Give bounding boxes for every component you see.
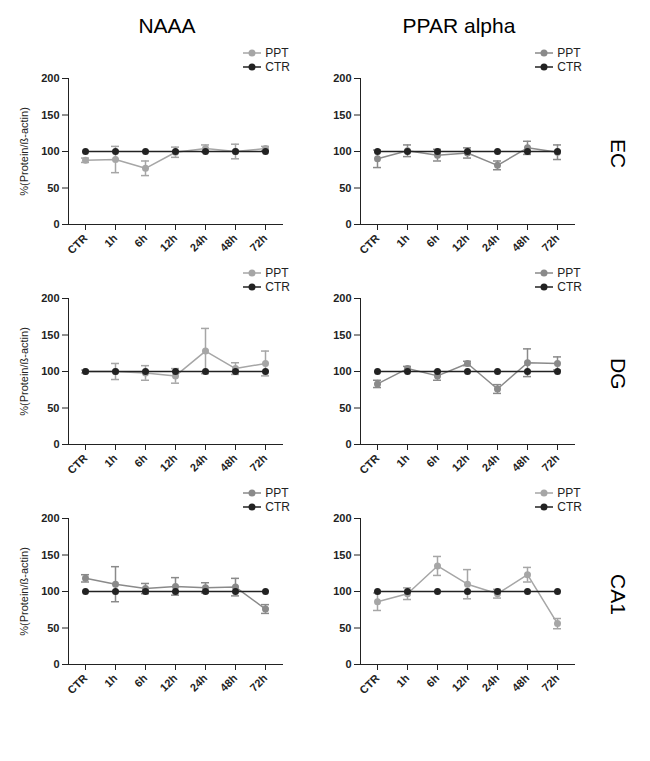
svg-text:200: 200 xyxy=(333,292,351,304)
svg-text:24h: 24h xyxy=(480,672,502,694)
svg-text:24h: 24h xyxy=(188,232,210,254)
svg-text:12h: 12h xyxy=(158,452,180,474)
html-text:CTR: CTR xyxy=(265,280,290,294)
svg-text:150: 150 xyxy=(41,549,59,561)
svg-text:48h: 48h xyxy=(218,452,240,474)
html-text:PPT: PPT xyxy=(557,266,581,280)
svg-text:48h: 48h xyxy=(218,672,240,694)
svg-text:48h: 48h xyxy=(510,232,532,254)
svg-text:200: 200 xyxy=(41,72,59,84)
svg-text:12h: 12h xyxy=(450,232,472,254)
svg-text:12h: 12h xyxy=(450,672,472,694)
svg-text:CTR: CTR xyxy=(65,672,90,697)
svg-text:150: 150 xyxy=(41,329,59,341)
svg-text:0: 0 xyxy=(53,218,59,230)
html-text:PPT: PPT xyxy=(265,46,289,60)
html-text:CTR: CTR xyxy=(265,500,290,514)
html-text:DG: DG xyxy=(607,358,630,390)
svg-text:0: 0 xyxy=(53,658,59,670)
svg-text:50: 50 xyxy=(339,182,351,194)
svg-text:0: 0 xyxy=(53,438,59,450)
svg-text:12h: 12h xyxy=(450,452,472,474)
svg-text:24h: 24h xyxy=(480,452,502,474)
svg-text:72h: 72h xyxy=(248,452,270,474)
svg-text:CTR: CTR xyxy=(357,672,382,697)
svg-text:CTR: CTR xyxy=(65,232,90,257)
html-text:CA1: CA1 xyxy=(607,573,630,615)
svg-text:100: 100 xyxy=(333,585,351,597)
svg-text:0: 0 xyxy=(345,658,351,670)
svg-text:1h: 1h xyxy=(394,452,412,470)
html-text:PPT: PPT xyxy=(557,486,581,500)
html-text:CTR: CTR xyxy=(265,60,290,74)
html-text:PPT: PPT xyxy=(265,266,289,280)
svg-text:50: 50 xyxy=(47,402,59,414)
svg-text:6h: 6h xyxy=(424,672,442,690)
svg-text:CTR: CTR xyxy=(65,452,90,477)
svg-text:100: 100 xyxy=(333,145,351,157)
svg-text:100: 100 xyxy=(41,145,59,157)
svg-text:1h: 1h xyxy=(394,672,412,690)
svg-text:%(Protein/ß-actin): %(Protein/ß-actin) xyxy=(18,107,30,196)
svg-text:1h: 1h xyxy=(102,672,120,690)
svg-text:72h: 72h xyxy=(248,672,270,694)
svg-text:50: 50 xyxy=(47,182,59,194)
svg-text:50: 50 xyxy=(339,622,351,634)
html-text:CTR: CTR xyxy=(557,280,582,294)
svg-text:48h: 48h xyxy=(510,452,532,474)
svg-text:100: 100 xyxy=(41,365,59,377)
svg-text:6h: 6h xyxy=(132,452,150,470)
svg-text:48h: 48h xyxy=(510,672,532,694)
svg-text:24h: 24h xyxy=(480,232,502,254)
html-text:CTR: CTR xyxy=(557,60,582,74)
svg-text:200: 200 xyxy=(41,292,59,304)
svg-text:150: 150 xyxy=(41,109,59,121)
svg-text:50: 50 xyxy=(47,622,59,634)
svg-text:150: 150 xyxy=(333,329,351,341)
svg-text:1h: 1h xyxy=(102,232,120,250)
html-text:PPT: PPT xyxy=(265,486,289,500)
svg-text:6h: 6h xyxy=(132,672,150,690)
svg-text:150: 150 xyxy=(333,549,351,561)
svg-text:72h: 72h xyxy=(248,232,270,254)
svg-text:1h: 1h xyxy=(102,452,120,470)
svg-text:CTR: CTR xyxy=(357,232,382,257)
html-text:CTR: CTR xyxy=(557,500,582,514)
svg-text:%(Protein/ß-actin): %(Protein/ß-actin) xyxy=(18,547,30,636)
html-text:PPT: PPT xyxy=(557,46,581,60)
svg-text:100: 100 xyxy=(333,365,351,377)
svg-text:%(Protein/ß-actin): %(Protein/ß-actin) xyxy=(18,327,30,416)
svg-text:72h: 72h xyxy=(540,232,562,254)
svg-text:0: 0 xyxy=(345,438,351,450)
svg-text:CTR: CTR xyxy=(357,452,382,477)
svg-text:6h: 6h xyxy=(424,232,442,250)
svg-text:24h: 24h xyxy=(188,672,210,694)
svg-text:0: 0 xyxy=(345,218,351,230)
svg-text:72h: 72h xyxy=(540,452,562,474)
svg-text:200: 200 xyxy=(333,512,351,524)
svg-text:150: 150 xyxy=(333,109,351,121)
svg-text:50: 50 xyxy=(339,402,351,414)
svg-text:1h: 1h xyxy=(394,232,412,250)
svg-text:6h: 6h xyxy=(424,452,442,470)
svg-text:12h: 12h xyxy=(158,232,180,254)
html-text:NAAA: NAAA xyxy=(138,14,196,37)
html-text:EC: EC xyxy=(607,139,630,169)
html-text:PPAR alpha: PPAR alpha xyxy=(402,14,516,37)
svg-text:200: 200 xyxy=(333,72,351,84)
svg-text:6h: 6h xyxy=(132,232,150,250)
svg-text:24h: 24h xyxy=(188,452,210,474)
svg-text:72h: 72h xyxy=(540,672,562,694)
svg-text:48h: 48h xyxy=(218,232,240,254)
svg-text:100: 100 xyxy=(41,585,59,597)
svg-text:200: 200 xyxy=(41,512,59,524)
svg-text:12h: 12h xyxy=(158,672,180,694)
